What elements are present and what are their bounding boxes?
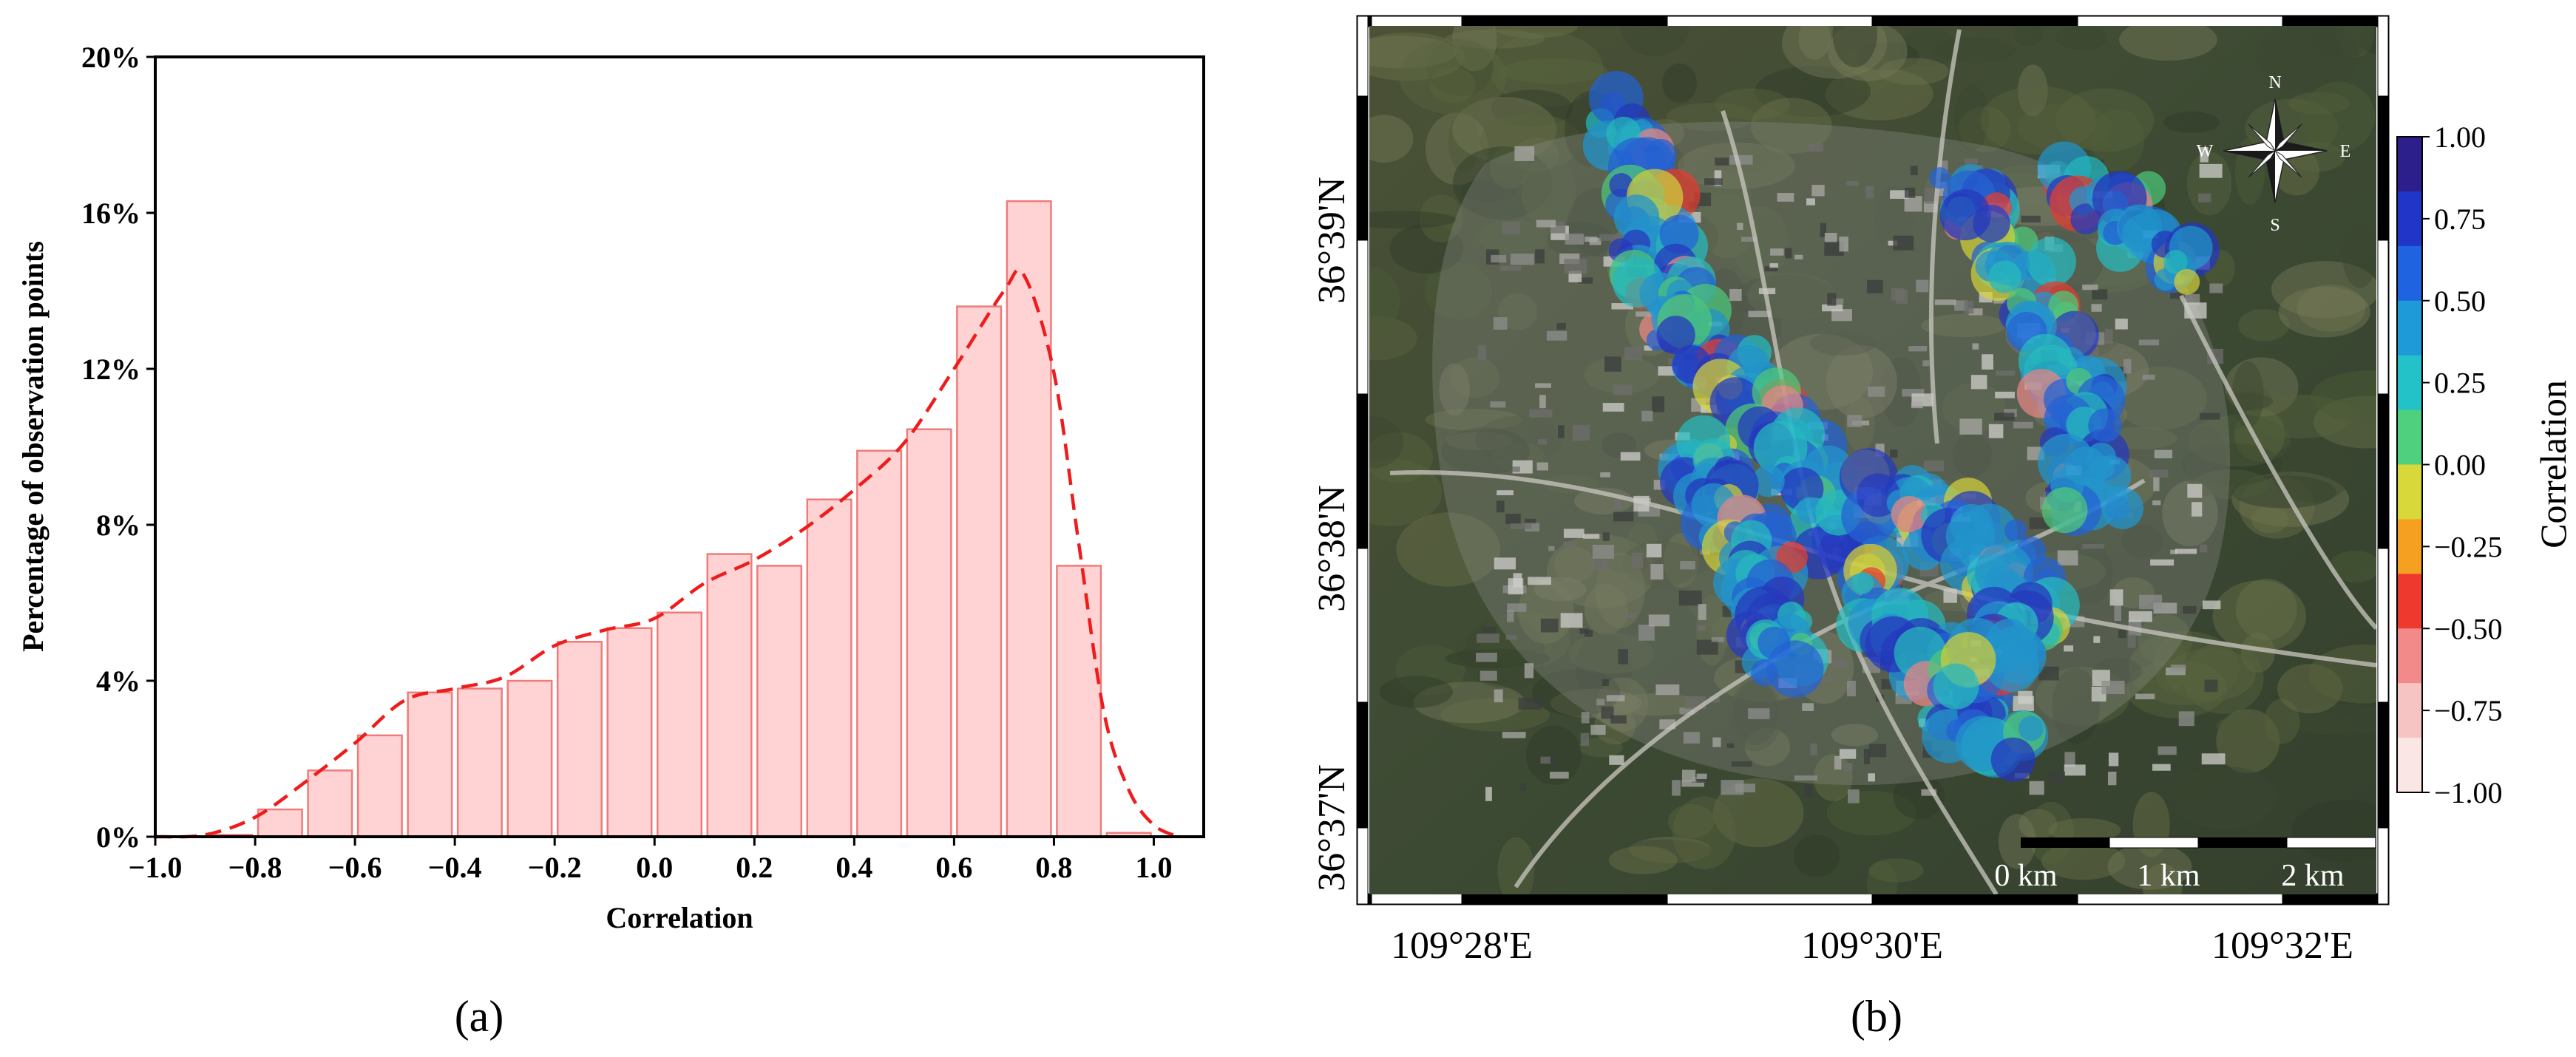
colorbar-ticks: 1.00 0.75 0.50 0.25 0.00 −0.25 −0.50 −0.75 −1.00	[2422, 120, 2503, 809]
colorbar-swatch	[2397, 245, 2422, 302]
y-tick-label: 16%	[81, 197, 140, 230]
x-tick-label: 0.0	[636, 851, 673, 884]
histogram-bar	[456, 687, 503, 838]
lon-tick-label: 109°32'E	[2211, 925, 2353, 967]
map-frame-graticule-border	[1357, 16, 2389, 905]
x-tick-label: 0.2	[736, 851, 773, 884]
x-tick-label: 1.0	[1135, 851, 1172, 884]
colorbar-tick-label: −0.25	[2434, 530, 2503, 563]
compass-s-label: S	[2270, 216, 2280, 235]
histogram-bar	[556, 641, 603, 838]
histogram-bar	[307, 769, 353, 838]
histogram-bar	[856, 449, 903, 838]
kde-dashed-line	[155, 268, 1180, 839]
colorbar	[2397, 137, 2422, 793]
compass-n-label: N	[2268, 73, 2281, 92]
correlation-overlay	[1582, 70, 2220, 782]
histogram-bar	[506, 679, 553, 838]
lat-tick-label: 36°39'N	[1311, 177, 1353, 304]
scale-label: 1 km	[2137, 859, 2200, 893]
north-arrow-compass: N S W E	[2197, 73, 2351, 235]
colorbar-tick-label: −0.75	[2434, 694, 2503, 727]
x-tick-label: −0.6	[328, 851, 382, 884]
compass-e-label: E	[2340, 142, 2351, 161]
colorbar-swatch	[2397, 300, 2422, 356]
x-tick-label: −0.2	[528, 851, 582, 884]
y-tick-label: 20%	[81, 41, 140, 74]
colorbar-tick-label: −0.50	[2434, 612, 2503, 645]
colorbar-swatch	[2397, 519, 2422, 574]
colorbar-swatch	[2397, 738, 2422, 793]
histogram-bar	[606, 627, 653, 838]
colorbar-tick-label: −1.00	[2434, 776, 2503, 809]
histogram-panel: −1.0 −0.8 −0.6 −0.4 −0.2 0.0 0.2 0.4 0.6 0.8 1.0 0…	[16, 41, 1205, 1041]
colorbar-tick-label: 0.25	[2434, 367, 2486, 400]
y-axis-ticks: 0% 4% 8% 12% 16% 20%	[81, 41, 155, 854]
colorbar-swatch	[2397, 409, 2422, 465]
histogram-bar	[656, 611, 703, 838]
lat-tick-label: 36°37'N	[1311, 764, 1353, 891]
colorbar-swatch	[2397, 355, 2422, 411]
y-tick-label: 12%	[81, 353, 140, 386]
histogram-bar	[706, 553, 753, 838]
colorbar-tick-label: 1.00	[2434, 120, 2486, 154]
compass-w-label: W	[2197, 142, 2214, 161]
plot-frame	[154, 55, 1205, 838]
histogram-bar	[257, 808, 303, 838]
scale-bar: 0 km 1 km 2 km	[1994, 837, 2376, 893]
y-tick-label: 8%	[96, 509, 140, 542]
colorbar-tick-label: 0.50	[2434, 285, 2486, 318]
histogram-bars	[207, 200, 1152, 838]
histogram-bar	[356, 734, 403, 838]
scale-label: 0 km	[1994, 859, 2058, 893]
colorbar-title: Correlation	[2532, 380, 2574, 548]
colorbar-tick-label: 0.75	[2434, 203, 2486, 236]
colorbar-swatch	[2397, 137, 2422, 192]
x-tick-label: −1.0	[129, 851, 183, 884]
x-tick-label: −0.8	[228, 851, 282, 884]
histogram-bar	[906, 428, 952, 838]
scale-label: 2 km	[2281, 859, 2345, 893]
histogram-bar	[407, 691, 453, 838]
colorbar-swatch	[2397, 574, 2422, 629]
histogram-bar	[1006, 200, 1052, 838]
colorbar-swatch	[2397, 464, 2422, 520]
histogram-bar	[756, 565, 803, 838]
colorbar-tick-label: 0.00	[2434, 449, 2486, 482]
histogram-bar	[806, 498, 853, 838]
y-axis-title: Percentage of observation points	[16, 241, 50, 652]
y-tick-label: 4%	[96, 665, 140, 698]
x-tick-label: 0.6	[935, 851, 972, 884]
histogram-bar	[1056, 565, 1102, 838]
colorbar-swatch	[2397, 628, 2422, 684]
lon-tick-label: 109°28'E	[1391, 925, 1533, 967]
map-panel: 109°28'E 109°30'E 109°32'E 36°39'N 36°38…	[1311, 15, 2574, 1041]
x-tick-label: 0.4	[835, 851, 872, 884]
x-axis-ticks: −1.0 −0.8 −0.6 −0.4 −0.2 0.0 0.2 0.4 0.6 0.8 1.0	[129, 837, 1172, 884]
lat-tick-label: 36°38'N	[1311, 485, 1353, 612]
satellite-basemap	[1369, 26, 2376, 894]
colorbar-swatch	[2397, 191, 2422, 247]
panel-label-a: (a)	[455, 992, 504, 1041]
panel-label-b: (b)	[1851, 992, 1902, 1041]
histogram-bar	[956, 305, 1003, 838]
colorbar-swatch	[2397, 683, 2422, 738]
lon-tick-label: 109°30'E	[1801, 925, 1943, 967]
x-tick-label: −0.4	[428, 851, 482, 884]
x-axis-title: Correlation	[606, 901, 753, 934]
x-tick-label: 0.8	[1035, 851, 1072, 884]
y-tick-label: 0%	[96, 820, 140, 854]
